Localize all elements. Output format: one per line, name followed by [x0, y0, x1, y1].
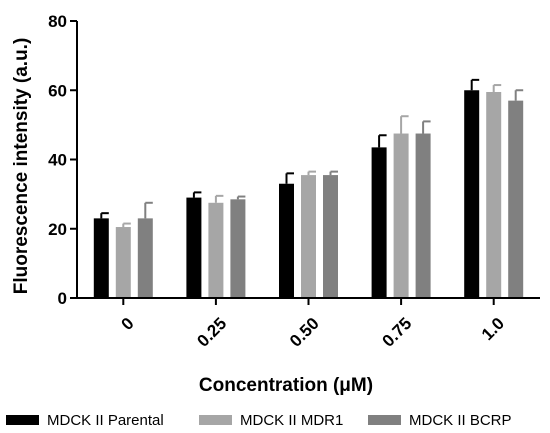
legend-label: MDCK II BCRP — [409, 412, 512, 429]
x-tick-label: 0.75 — [379, 314, 416, 351]
bar — [208, 202, 224, 298]
tick-labels: 0 0.25 0.50 0.75 1.0 0 20 40 60 80 — [48, 12, 508, 351]
legend-label: MDCK II Parental — [47, 412, 164, 429]
bar — [415, 133, 431, 298]
y-tick-label: 60 — [48, 81, 67, 100]
axes-layer — [70, 20, 540, 305]
legend-swatch — [6, 415, 39, 425]
y-tick-label: 80 — [48, 12, 67, 31]
bar — [230, 199, 246, 298]
bar — [186, 197, 202, 298]
bar — [93, 218, 109, 298]
y-tick-label: 20 — [48, 220, 67, 239]
legend: MDCK II Parental MDCK II MDR1 MDCK II BCRP — [6, 412, 512, 429]
bar — [301, 175, 316, 298]
bar — [508, 100, 524, 298]
x-tick-label: 0.50 — [286, 314, 323, 351]
x-tick-label: 1.0 — [478, 314, 508, 344]
legend-swatch — [368, 415, 401, 425]
bar — [279, 183, 294, 298]
bar — [464, 90, 480, 298]
y-tick-label: 40 — [48, 151, 67, 170]
legend-swatch — [199, 415, 232, 425]
legend-label: MDCK II MDR1 — [240, 412, 343, 429]
bar — [137, 218, 153, 298]
bar — [393, 133, 409, 298]
bar — [486, 91, 502, 298]
bar — [371, 147, 387, 298]
bar — [323, 175, 338, 298]
x-tick-label: 0 — [117, 314, 137, 334]
bars-layer — [93, 78, 524, 298]
bar — [115, 227, 131, 298]
x-axis-title: Concentration (μM) — [199, 375, 373, 396]
y-axis-title: Fluorescence intensity (a.u.) — [11, 38, 32, 295]
y-tick-label: 0 — [58, 289, 67, 308]
x-tick-label: 0.25 — [193, 314, 230, 351]
